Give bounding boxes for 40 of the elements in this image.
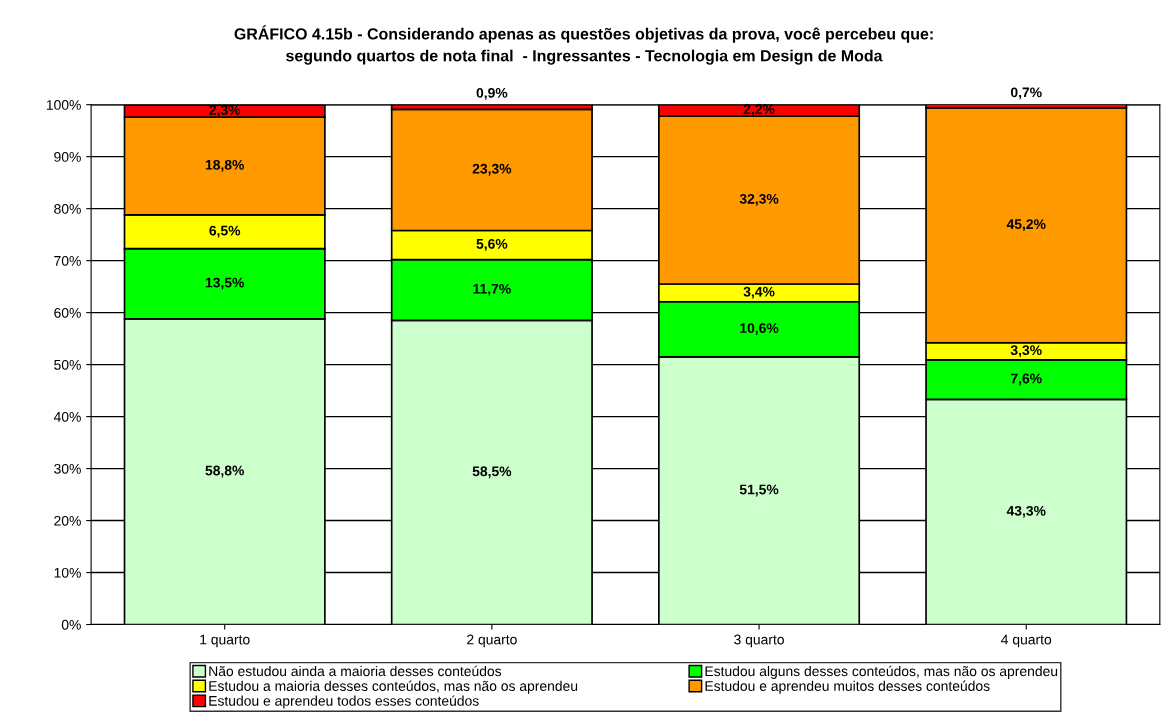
data-label: 5,6% — [476, 238, 508, 251]
data-label: 0,9% — [476, 87, 508, 100]
y-tick-label: 50% — [54, 359, 81, 370]
y-tick-label: 60% — [54, 307, 81, 318]
y-tick-label: 0% — [61, 619, 81, 630]
legend-label: Estudou e aprendeu todos esses conteúdos — [209, 695, 479, 709]
y-tick-label: 70% — [54, 255, 81, 266]
legend-label: Estudou alguns desses conteúdos, mas não os aprendeu — [705, 665, 1058, 679]
x-tick-label: 4 quarto — [1001, 634, 1052, 648]
data-label: 58,5% — [472, 466, 512, 479]
data-label: 18,8% — [205, 159, 245, 172]
y-tick-label: 10% — [54, 567, 81, 578]
data-label: 0,7% — [1010, 87, 1042, 100]
legend-label: Não estudou ainda a maioria desses conteúdos — [209, 665, 502, 677]
data-label: 3,4% — [743, 286, 775, 299]
chart-title: GRÁFICO 4.15b - Considerando apenas as questões objetivas da prova, você percebeu que: segundo quartos de nota final - Ingressantes - Tecnologia em Design de Moda — [234, 25, 933, 65]
data-label: 10,6% — [740, 323, 779, 335]
data-label: 23,3% — [472, 163, 512, 176]
data-label: 3,3% — [1010, 345, 1042, 358]
y-tick-label: 20% — [54, 515, 81, 526]
data-label: 11,7% — [473, 283, 511, 296]
data-label: 2,2% — [743, 104, 775, 117]
legend-label: Estudou e aprendeu muitos desses conteúdos — [705, 680, 990, 694]
data-label: 45,2% — [1006, 219, 1046, 232]
data-label: 43,3% — [1006, 505, 1046, 518]
legend-label: Estudou a maioria desses conteúdos, mas não os aprendeu — [209, 680, 578, 694]
y-tick-label: 100% — [46, 100, 81, 110]
y-tick-label: 80% — [54, 203, 81, 214]
data-label: 58,8% — [205, 465, 245, 478]
y-tick-label: 40% — [53, 411, 81, 422]
x-tick-label: 1 quarto — [200, 634, 250, 648]
x-tick-label: 2 quarto — [467, 634, 517, 648]
data-label: 13,5% — [205, 277, 245, 290]
y-tick-label: 90% — [54, 152, 81, 162]
y-tick-label: 30% — [54, 463, 81, 474]
data-label: 6,5% — [209, 225, 241, 238]
x-tick-label: 3 quarto — [734, 634, 784, 648]
data-label: 51,5% — [739, 484, 779, 497]
data-label: 7,6% — [1011, 373, 1042, 386]
data-label: 32,3% — [739, 193, 779, 206]
